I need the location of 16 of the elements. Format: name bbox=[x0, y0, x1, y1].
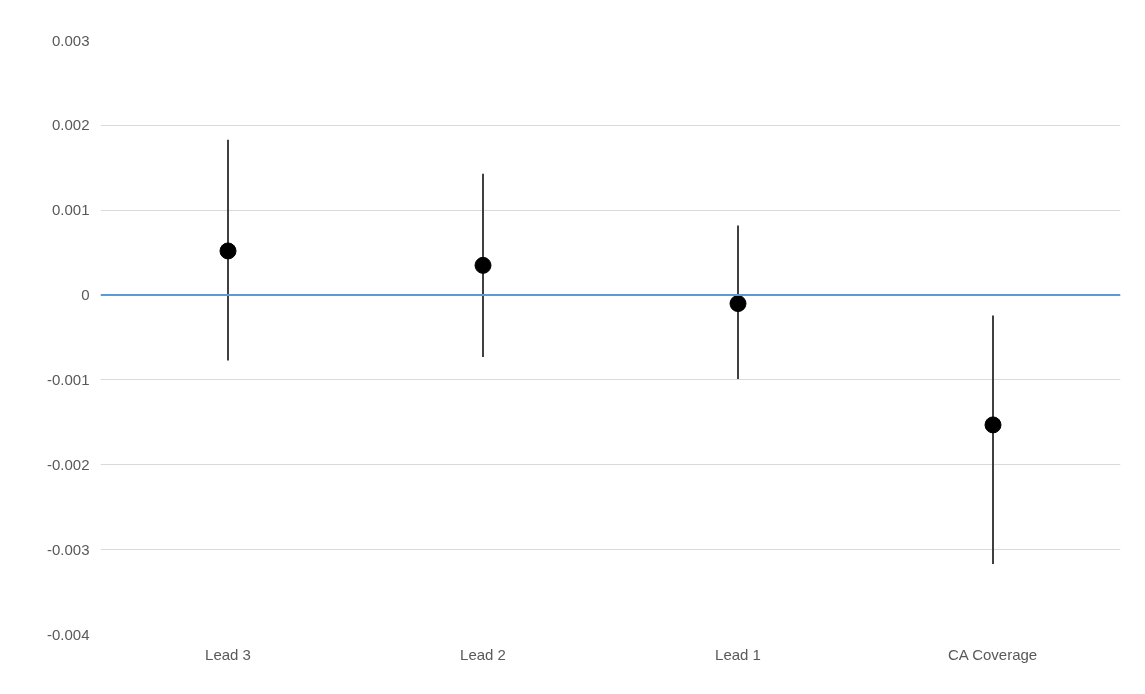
y-tick-label: 0.002 bbox=[51, 116, 90, 134]
y-tick-label: -0.004 bbox=[46, 625, 90, 643]
x-tick-label: Lead 2 bbox=[460, 645, 506, 663]
y-tick-label: 0 bbox=[81, 286, 90, 304]
y-tick-label: -0.001 bbox=[46, 370, 90, 388]
point bbox=[984, 416, 1002, 434]
point bbox=[219, 242, 237, 260]
y-tick-label: -0.002 bbox=[46, 455, 90, 473]
y-tick-label: 0.003 bbox=[51, 31, 90, 49]
x-tick-label: Lead 3 bbox=[205, 645, 251, 663]
point bbox=[729, 295, 747, 313]
x-tick-label: CA Coverage bbox=[947, 645, 1038, 663]
y-tick-label: -0.003 bbox=[46, 540, 90, 558]
point bbox=[474, 256, 492, 274]
y-tick-label: 0.001 bbox=[51, 201, 90, 219]
x-tick-label: Lead 1 bbox=[715, 645, 761, 663]
